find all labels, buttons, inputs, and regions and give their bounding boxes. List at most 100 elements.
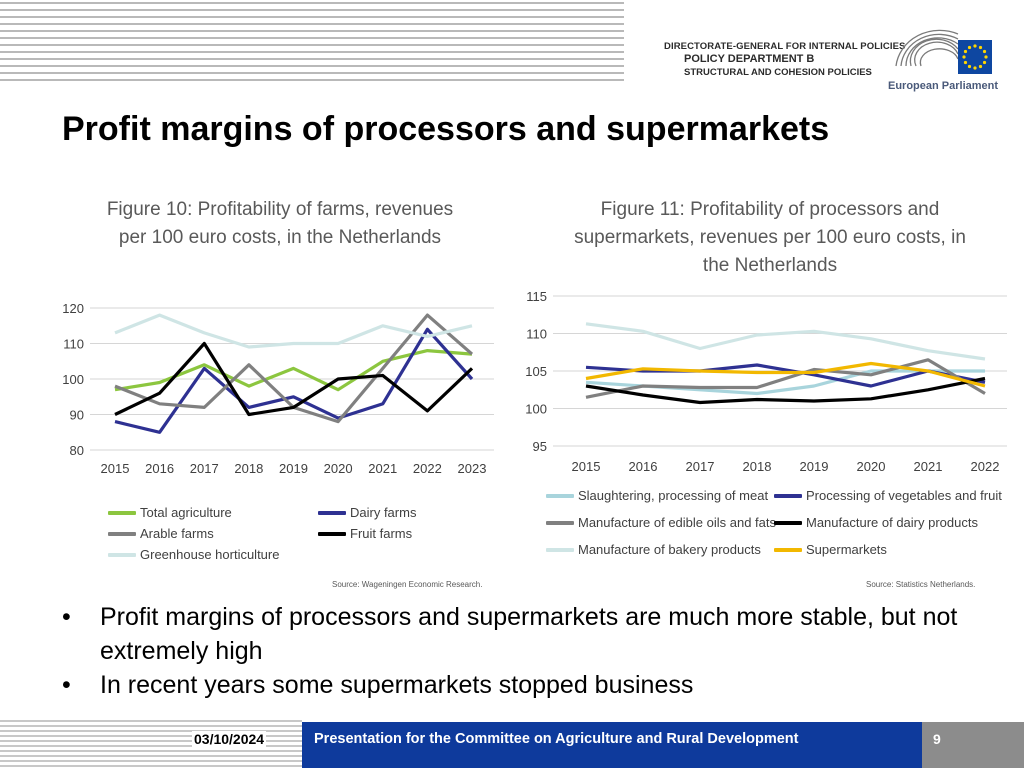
bullet-item: • In recent years some supermarkets stop… bbox=[62, 668, 990, 702]
figure-10-title: Figure 10: Profitability of farms, reven… bbox=[106, 199, 454, 248]
x-tick-label: 2015 bbox=[572, 459, 601, 474]
legend-item: Processing of vegetables and fruit bbox=[774, 488, 1002, 503]
y-tick-label: 115 bbox=[526, 289, 547, 304]
legend-label: Manufacture of edible oils and fats bbox=[578, 515, 777, 530]
footer-page-box bbox=[922, 722, 1024, 768]
legend-swatch bbox=[108, 531, 136, 536]
y-tick-label: 100 bbox=[62, 372, 84, 387]
x-tick-label: 2019 bbox=[279, 461, 308, 476]
x-tick-label: 2021 bbox=[914, 459, 943, 474]
policies-label: STRUCTURAL AND COHESION POLICIES bbox=[684, 67, 872, 78]
figure-10-legend: Total agriculture Dairy farms Arable farms… bbox=[108, 505, 498, 575]
bullet-text: In recent years some supermarkets stoppe… bbox=[100, 671, 694, 699]
legend-swatch bbox=[546, 493, 574, 498]
x-tick-label: 2018 bbox=[234, 461, 263, 476]
x-tick-label: 2016 bbox=[145, 461, 174, 476]
legend-item: Manufacture of dairy products bbox=[774, 515, 978, 530]
flag-star bbox=[963, 60, 968, 65]
legend-label: Dairy farms bbox=[350, 505, 417, 520]
legend-item: Dairy farms bbox=[318, 505, 416, 520]
flag-star bbox=[963, 49, 968, 54]
flag-star bbox=[982, 60, 987, 65]
legend-swatch bbox=[774, 547, 802, 552]
bullet-text: Profit margins of processors and superma… bbox=[100, 603, 958, 665]
flag-star bbox=[973, 66, 977, 70]
x-tick-label: 2021 bbox=[368, 461, 397, 476]
flag-star bbox=[982, 49, 987, 54]
legend-swatch bbox=[108, 552, 136, 557]
header-stripes bbox=[0, 2, 624, 82]
footer-bar bbox=[302, 722, 922, 768]
figure-10-source: Source: Wageningen Economic Research. bbox=[332, 580, 483, 589]
legend-swatch bbox=[774, 493, 802, 498]
figure-11-source: Source: Statistics Netherlands. bbox=[866, 580, 976, 589]
x-tick-label: 2016 bbox=[629, 459, 658, 474]
footer-presentation-title: Presentation for the Committee on Agricu… bbox=[314, 731, 799, 747]
y-tick-label: 110 bbox=[526, 327, 547, 342]
x-tick-label: 2019 bbox=[800, 459, 829, 474]
legend-item: Supermarkets bbox=[774, 542, 887, 557]
x-tick-label: 2023 bbox=[458, 461, 487, 476]
x-tick-label: 2018 bbox=[743, 459, 772, 474]
legend-label: Greenhouse horticulture bbox=[140, 547, 280, 562]
y-tick-label: 100 bbox=[525, 402, 547, 417]
flag-star bbox=[984, 55, 988, 59]
legend-item: Greenhouse horticulture bbox=[108, 547, 279, 562]
y-tick-label: 95 bbox=[533, 439, 547, 454]
legend-swatch bbox=[318, 531, 346, 536]
flag-star bbox=[962, 55, 966, 59]
legend-label: Manufacture of dairy products bbox=[806, 515, 978, 530]
series-line-processing-of-vegetables-and-fruit bbox=[585, 363, 986, 388]
series-line-supermarkets bbox=[585, 361, 986, 388]
series-line-dairy-farms bbox=[114, 327, 474, 434]
department-header: DIRECTORATE-GENERAL FOR INTERNAL POLICIE… bbox=[664, 40, 905, 79]
page-number: 9 bbox=[933, 731, 941, 747]
legend-label: Manufacture of bakery products bbox=[578, 542, 761, 557]
flag-star bbox=[967, 45, 972, 50]
y-tick-label: 110 bbox=[63, 337, 84, 352]
series-line-manufacture-of-bakery-products bbox=[585, 322, 986, 361]
y-tick-label: 105 bbox=[525, 364, 547, 379]
legend-swatch bbox=[774, 520, 802, 525]
legend-swatch bbox=[108, 510, 136, 515]
legend-swatch bbox=[546, 520, 574, 525]
flag-star bbox=[978, 64, 983, 69]
legend-item: Total agriculture bbox=[108, 505, 232, 520]
legend-label: Processing of vegetables and fruit bbox=[806, 488, 1002, 503]
directorate-label: DIRECTORATE-GENERAL FOR INTERNAL POLICIE… bbox=[664, 41, 906, 52]
x-tick-label: 2020 bbox=[857, 459, 886, 474]
figure-10-line-chart: 80 90 100 110 120 2015 2016 2017 2018 2019 2020 202… bbox=[62, 301, 494, 476]
european-parliament-logo-icon bbox=[895, 29, 992, 74]
legend-item: Manufacture of edible oils and fats bbox=[546, 515, 776, 530]
legend-item: Manufacture of bakery products bbox=[546, 542, 761, 557]
bullet-item: • Profit margins of processors and super… bbox=[62, 600, 990, 668]
x-tick-label: 2022 bbox=[413, 461, 442, 476]
series-line-manufacture-of-dairy-products bbox=[585, 376, 986, 405]
figure-11-line-chart: 95 100 105 110 115 2015 2016 2017 2018 2019 2020 20… bbox=[525, 289, 1007, 474]
figure-11-legend: Slaughtering, processing of meat Processi… bbox=[546, 488, 1016, 568]
x-tick-label: 2017 bbox=[686, 459, 715, 474]
series-line-fruit-farms bbox=[114, 341, 474, 417]
legend-item: Arable farms bbox=[108, 526, 214, 541]
page-title: Profit margins of processors and superma… bbox=[62, 110, 830, 148]
legend-label: Slaughtering, processing of meat bbox=[578, 488, 769, 503]
series-line-manufacture-of-edible-oils-and-fats bbox=[585, 358, 986, 399]
flag-star bbox=[967, 64, 972, 69]
x-tick-label: 2022 bbox=[971, 459, 1000, 474]
x-tick-label: 2017 bbox=[190, 461, 219, 476]
footer-date: 03/10/2024 bbox=[192, 731, 267, 747]
series-line-greenhouse-horticulture bbox=[114, 313, 473, 349]
legend-swatch bbox=[546, 547, 574, 552]
european-parliament-label: European Parliament bbox=[888, 80, 999, 92]
legend-label: Supermarkets bbox=[806, 542, 887, 557]
legend-item: Fruit farms bbox=[318, 526, 412, 541]
bullet-dot: • bbox=[62, 603, 71, 631]
figure-11-title: Figure 11: Profitability of processors a… bbox=[574, 199, 966, 276]
flag-star bbox=[978, 45, 983, 50]
bullet-dot: • bbox=[62, 671, 71, 699]
y-tick-label: 80 bbox=[70, 443, 84, 458]
legend-swatch bbox=[318, 510, 346, 515]
flag-star bbox=[973, 44, 977, 48]
department-label: POLICY DEPARTMENT B bbox=[684, 53, 815, 65]
y-tick-label: 120 bbox=[62, 301, 84, 316]
